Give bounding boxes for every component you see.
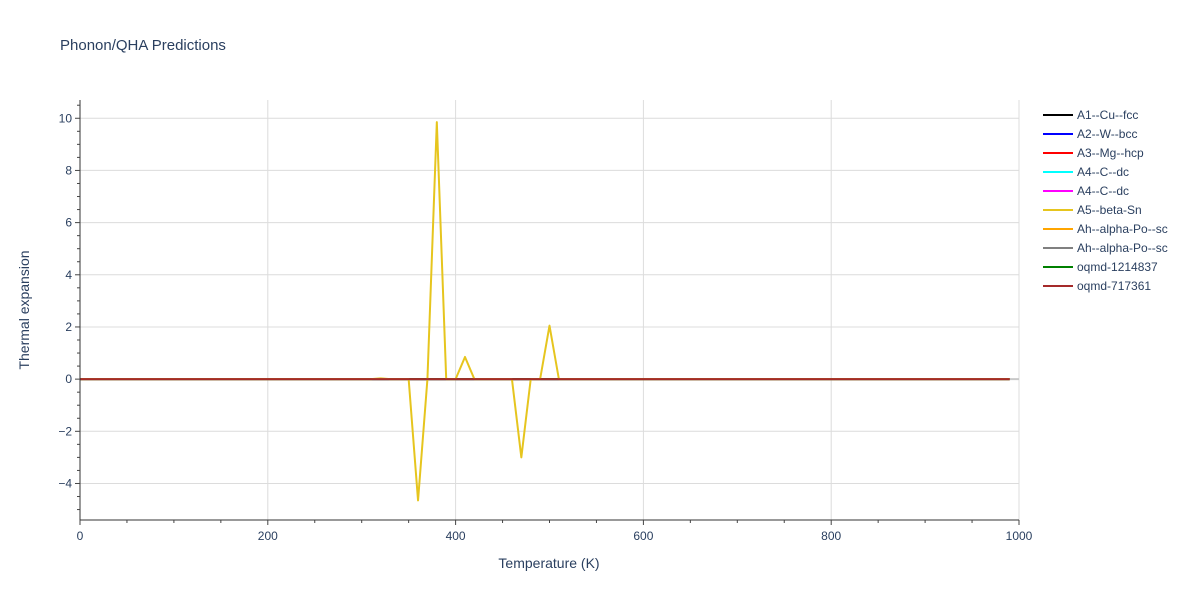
y-tick-label: 4	[65, 268, 72, 282]
grid	[80, 100, 1020, 520]
legend-label: A4--C--dc	[1077, 165, 1129, 179]
legend-item-7[interactable]: Ah--alpha-Po--sc	[1043, 222, 1168, 236]
legend-label: A5--beta-Sn	[1077, 203, 1142, 217]
legend-item-8[interactable]: Ah--alpha-Po--sc	[1043, 241, 1168, 255]
x-tick-label: 200	[258, 529, 278, 543]
axes	[75, 100, 1020, 525]
legend-label: A4--C--dc	[1077, 184, 1129, 198]
legend-item-4[interactable]: A4--C--dc	[1043, 165, 1129, 179]
legend-label: oqmd-1214837	[1077, 260, 1158, 274]
legend-item-9[interactable]: oqmd-1214837	[1043, 260, 1158, 274]
legend-item-3[interactable]: A3--Mg--hcp	[1043, 146, 1144, 160]
legend-label: Ah--alpha-Po--sc	[1077, 222, 1168, 236]
x-tick-label: 1000	[1006, 529, 1033, 543]
legend-item-10[interactable]: oqmd-717361	[1043, 279, 1151, 293]
legend-item-6[interactable]: A5--beta-Sn	[1043, 203, 1142, 217]
legend-item-2[interactable]: A2--W--bcc	[1043, 127, 1137, 141]
y-tick-label: 6	[65, 216, 72, 230]
y-axis-title: Thermal expansion	[16, 250, 32, 369]
series-lines	[80, 121, 1010, 502]
y-tick-label: 10	[59, 111, 73, 125]
x-tick-label: 0	[77, 529, 84, 543]
y-tick-labels: −4 −2 0 2 4 6 8 10	[58, 111, 72, 490]
legend-label: A3--Mg--hcp	[1077, 146, 1144, 160]
y-tick-label: 0	[65, 372, 72, 386]
y-tick-label: 2	[65, 320, 72, 334]
legend-label: oqmd-717361	[1077, 279, 1151, 293]
x-tick-label: 800	[821, 529, 841, 543]
legend-label: Ah--alpha-Po--sc	[1077, 241, 1168, 255]
chart-title: Phonon/QHA Predictions	[60, 37, 226, 54]
legend-item-1[interactable]: A1--Cu--fcc	[1043, 108, 1138, 122]
legend-item-5[interactable]: A4--C--dc	[1043, 184, 1129, 198]
legend-label: A1--Cu--fcc	[1077, 108, 1138, 122]
y-tick-label: 8	[65, 163, 72, 177]
x-tick-label: 600	[633, 529, 653, 543]
legend[interactable]: A1--Cu--fcc A2--W--bcc A3--Mg--hcp A4--C--d…	[1043, 108, 1168, 293]
x-tick-labels: 0 200 400 600 800 1000	[77, 529, 1033, 543]
y-tick-label: −4	[58, 476, 72, 490]
legend-label: A2--W--bcc	[1077, 127, 1137, 141]
x-tick-label: 400	[446, 529, 466, 543]
x-axis-title: Temperature (K)	[498, 555, 599, 571]
y-tick-label: −2	[58, 424, 72, 438]
